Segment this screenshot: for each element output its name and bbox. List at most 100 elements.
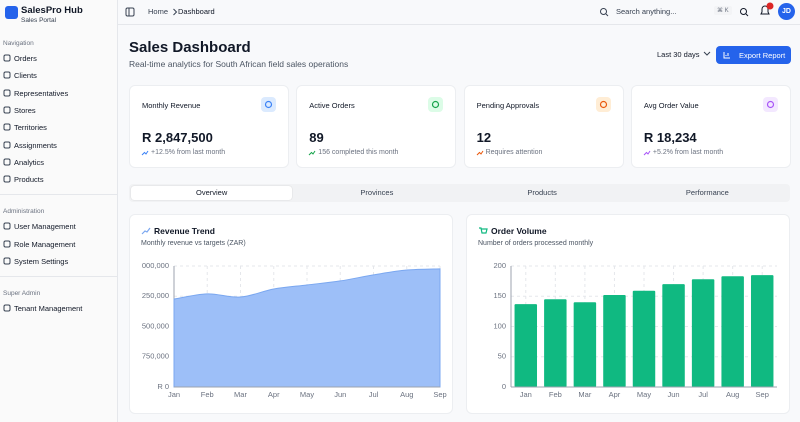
bar	[691, 279, 715, 387]
tabs: Overview Provinces Products Performance	[129, 184, 790, 202]
nav-item[interactable]: Role Management	[0, 236, 117, 252]
bar	[662, 284, 685, 387]
range-select[interactable]: Last 30 days	[657, 50, 700, 59]
kpi-card: Pending Approvals 12 Requires attention	[463, 85, 624, 168]
search-button[interactable]	[739, 7, 749, 17]
nav-icon-shape	[3, 222, 11, 230]
section-label: Administration	[3, 208, 45, 216]
nav-item[interactable]: Analytics	[0, 154, 117, 170]
kpi-glyph-shape	[599, 100, 607, 109]
tab[interactable]: Provinces	[360, 188, 394, 197]
nav-item[interactable]: Tenant Management	[0, 300, 117, 316]
x-tick-label: Aug	[400, 390, 413, 399]
x-tick-label: Sep	[433, 390, 446, 399]
export-label: Export Report	[739, 50, 786, 60]
shortcut: ⌘ K	[714, 6, 732, 15]
nav-item[interactable]: Territories	[0, 119, 117, 135]
nav-label: Products	[14, 175, 44, 185]
nav-icon	[3, 222, 11, 230]
bar	[750, 275, 774, 387]
page-title: Sales Dashboard	[129, 39, 251, 56]
sidebar: SalesPro Hub Sales Portal Navigation Orde…	[0, 0, 118, 422]
nav-label: Analytics	[14, 157, 45, 167]
brand: SalesPro Hub	[21, 5, 83, 16]
kpi-note-glyph	[308, 150, 316, 156]
section-label: Navigation	[3, 40, 34, 47]
nav-icon-shape	[3, 71, 11, 79]
kpi-card: Active Orders 89 156 completed this month	[296, 85, 457, 168]
kpi-title: Monthly Revenue	[142, 101, 201, 110]
nav-label: Orders	[14, 54, 37, 63]
nav-icon	[3, 54, 11, 62]
y-tick-label: 200	[493, 261, 506, 270]
nav-label: Assignments	[14, 140, 57, 150]
chart-icon	[479, 227, 488, 234]
chart-subtitle: Monthly revenue vs targets (ZAR)	[141, 240, 246, 247]
breadcrumb-current: Dashboard	[178, 7, 215, 16]
kpi-glyph-shape	[432, 100, 440, 109]
nav-label: User Management	[14, 222, 76, 232]
y-tick-label: 0	[502, 382, 506, 391]
avatar[interactable]: JD	[778, 3, 795, 20]
bar	[721, 276, 744, 387]
nav-icon	[3, 240, 11, 248]
nav-item[interactable]: System Settings	[0, 253, 117, 269]
x-tick-label: Feb	[201, 390, 214, 399]
x-tick-label: Jun	[334, 390, 346, 399]
nav-icon-shape	[3, 89, 11, 97]
nav-icon	[3, 89, 11, 97]
notifications[interactable]	[759, 2, 775, 18]
nav-label: Representatives	[14, 88, 69, 98]
tab[interactable]: Performance	[685, 188, 729, 197]
y-tick-label: R 2,250,000	[142, 291, 169, 300]
y-tick-label: 50	[498, 352, 506, 361]
bar	[603, 295, 626, 387]
x-tick-label: Jul	[698, 390, 708, 399]
chart-subtitle: Number of orders processed monthly	[478, 240, 594, 247]
nav-icon	[3, 123, 11, 131]
nav-icon	[3, 158, 11, 166]
nav-icon-shape	[3, 175, 11, 183]
tab[interactable]: Products	[527, 188, 557, 197]
nav-icon	[3, 106, 11, 114]
export-button[interactable]: Export Report	[716, 46, 791, 64]
nav-icon-shape	[3, 304, 11, 312]
y-tick-label: R 1,500,000	[142, 321, 169, 330]
breadcrumb-home[interactable]: Home	[148, 7, 169, 16]
kpi-value: 89	[309, 130, 324, 145]
x-tick-label: Jan	[168, 390, 180, 399]
kpi-value: R 18,234	[643, 130, 697, 145]
chart: R 0 R 750,000 R 1,500,000 R 2,250,000 R 3,00…	[142, 261, 447, 399]
chart-card: Order Volume Number of orders processed m…	[466, 214, 790, 414]
kpi-note: +5.2% from last month	[652, 149, 724, 156]
nav-item[interactable]: Orders	[0, 50, 117, 66]
y-tick-label: 150	[493, 291, 506, 300]
nav-item[interactable]: User Management	[0, 218, 117, 234]
nav-icon	[3, 141, 11, 148]
kpi-glyph	[766, 100, 774, 109]
nav-icon-shape	[3, 123, 11, 131]
nav-item[interactable]: Clients	[0, 67, 117, 83]
kpi-note-icon	[476, 150, 484, 156]
x-tick-label: Jan	[520, 390, 532, 399]
bar	[514, 304, 538, 387]
nav-item[interactable]: Products	[0, 171, 117, 187]
nav-label: Stores	[14, 105, 36, 115]
search-icon	[600, 8, 609, 17]
kpi-icon	[428, 97, 444, 112]
nav-item[interactable]: Representatives	[0, 85, 117, 101]
kpi-note-icon	[141, 150, 149, 156]
x-tick-label: Apr	[609, 390, 621, 399]
area	[173, 268, 441, 388]
x-tick-label: Mar	[234, 390, 247, 399]
kpi-note-glyph	[643, 150, 651, 156]
sidebar-toggle[interactable]	[125, 7, 135, 17]
kpi-note-glyph	[141, 150, 149, 156]
tab[interactable]: Overview	[131, 186, 293, 200]
nav-item[interactable]: Assignments	[0, 137, 117, 153]
nav-icon-shape	[3, 106, 11, 114]
y-tick-label: R 0	[157, 382, 169, 391]
search-input[interactable]: Search anything...	[616, 7, 677, 16]
nav-item[interactable]: Stores	[0, 102, 117, 118]
